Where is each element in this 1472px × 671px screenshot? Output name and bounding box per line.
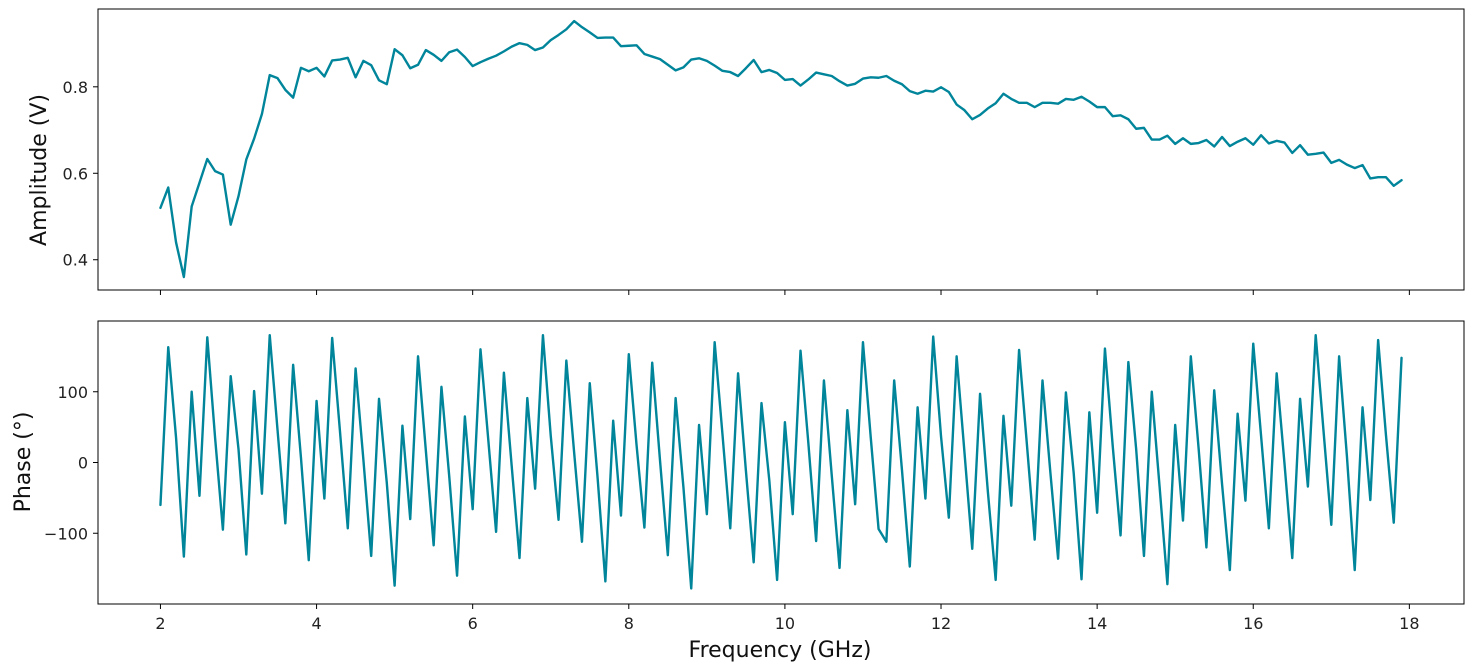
phase-x-tick-label: 16: [1243, 614, 1263, 633]
phase-plot-frame: [97, 320, 1465, 605]
amplitude-y-ticks: 0.4 0.6 0.8: [63, 78, 98, 270]
amplitude-series: [159, 19, 1403, 279]
phase-y-ticks: −100 0 100: [44, 383, 98, 543]
phase-x-ticks: 2 4 6 8 10 12 14 16 18: [155, 604, 1420, 633]
amplitude-y-tick-label: 0.6: [63, 164, 88, 183]
phase-x-tick-label: 10: [775, 614, 795, 633]
phase-x-tick-label: 4: [311, 614, 321, 633]
phase-panel: 2 4 6 8 10 12 14 16 18 −100 0 100 Phase (°) Freque…: [11, 320, 1465, 663]
phase-y-tick-label: −100: [44, 524, 88, 543]
amplitude-x-ticks: [159, 290, 1410, 295]
amplitude-panel: 0.4 0.6 0.8 Amplitude (V): [27, 8, 1465, 295]
phase-x-tick-label: 6: [468, 614, 478, 633]
phase-y-tick-label: 100: [57, 383, 88, 402]
amplitude-y-tick-label: 0.4: [63, 251, 88, 270]
amplitude-series-line: [159, 19, 1403, 279]
phase-series: [159, 333, 1403, 590]
phase-x-tick-label: 12: [931, 614, 951, 633]
phase-y-tick-label: 0: [78, 454, 88, 473]
phase-x-tick-label: 14: [1087, 614, 1107, 633]
phase-series-line: [159, 333, 1403, 590]
amplitude-plot-frame: [97, 8, 1465, 291]
phase-x-axis-title: Frequency (GHz): [689, 638, 872, 663]
phase-x-tick-label: 8: [624, 614, 634, 633]
amplitude-y-tick-label: 0.8: [63, 78, 88, 97]
amplitude-y-axis-title: Amplitude (V): [27, 94, 52, 246]
phase-x-tick-label: 2: [155, 614, 165, 633]
phase-y-axis-title: Phase (°): [11, 412, 36, 513]
phase-x-tick-label: 18: [1399, 614, 1419, 633]
